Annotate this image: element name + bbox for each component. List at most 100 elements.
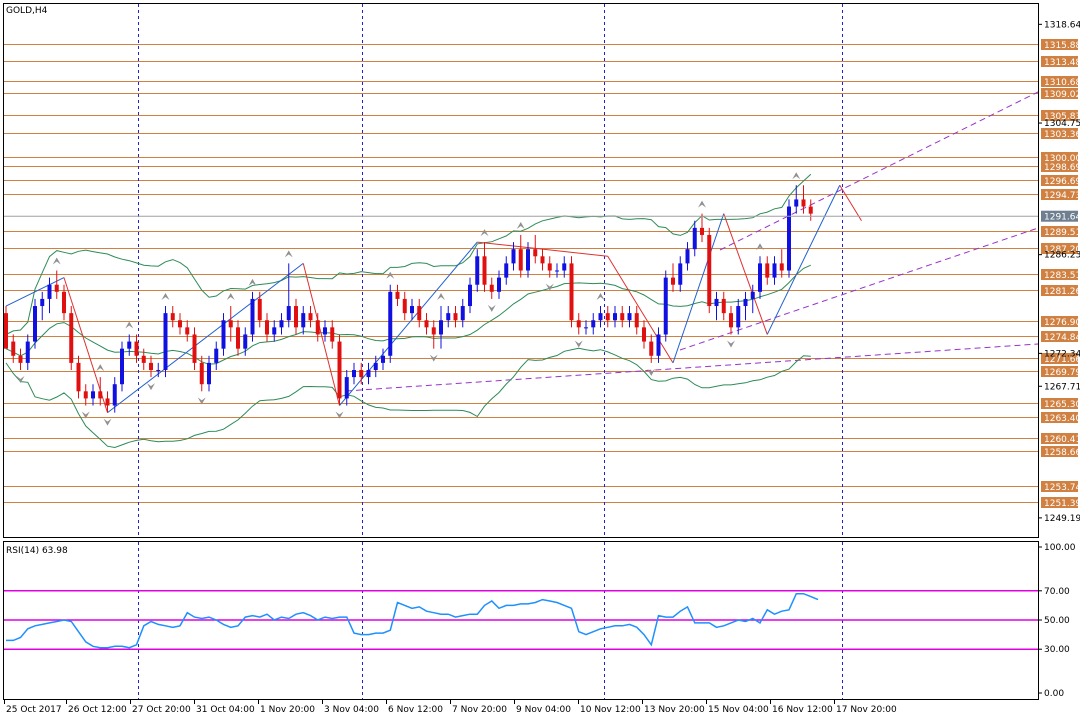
- candle-body: [402, 298, 407, 314]
- level-price-label: 1258.66: [1044, 448, 1080, 458]
- candle-body: [598, 313, 603, 321]
- candle-body: [91, 391, 95, 399]
- fractal-up-icon: [437, 293, 445, 301]
- candle-body: [729, 313, 733, 328]
- time-tick-label: 16 Nov 12:00: [772, 705, 833, 715]
- price-tick-label: 1267.71: [1044, 382, 1080, 392]
- candle-body: [250, 298, 255, 335]
- candle-body: [591, 320, 596, 328]
- candle-body: [627, 313, 632, 321]
- candle-body: [460, 306, 465, 321]
- rsi-axis: 100.00 70.00 50.00 30.00 0.00: [1038, 543, 1076, 699]
- level-price-label: 1300.00: [1044, 154, 1080, 164]
- fractal-up-icon: [386, 271, 395, 279]
- trend-lines: [345, 91, 1039, 392]
- candle-body: [257, 298, 262, 321]
- candle-body: [54, 284, 59, 292]
- level-price-tag: [1041, 285, 1078, 296]
- candle-body: [18, 355, 23, 363]
- level-price-tag: [1041, 412, 1078, 423]
- candle-body: [272, 327, 277, 335]
- time-tick-label: 26 Oct 12:00: [68, 705, 127, 715]
- level-price-tag: [1041, 269, 1078, 280]
- zigzag-segment: [607, 256, 674, 364]
- time-axis: 25 Oct 2017 26 Oct 12:00 27 Oct 20:00 31 Oc…: [4, 700, 897, 715]
- level-price-tag: [1041, 331, 1078, 342]
- level-price-label: 1269.79: [1044, 368, 1080, 378]
- candle-body: [395, 291, 400, 299]
- candle-body: [279, 320, 284, 328]
- fractal-down-icon: [16, 375, 25, 383]
- price-axis: 1318.64 1304.75 1286.23 1272.34 1267.71 1249.…: [4, 20, 1080, 524]
- candle-body: [511, 249, 516, 264]
- level-price-label: 1296.69: [1044, 177, 1080, 187]
- rsi-tick-label: 70.00: [1044, 587, 1070, 597]
- zigzag-segment: [339, 241, 478, 406]
- zigzag-segment: [107, 262, 304, 414]
- rsi-tick-label: 50.00: [1044, 616, 1070, 626]
- level-price-label: 1271.66: [1044, 355, 1080, 365]
- level-price-tag: [1041, 152, 1078, 163]
- level-price-label: 1253.74: [1044, 483, 1080, 493]
- candle-body: [330, 327, 335, 342]
- level-price-tag: [1041, 88, 1078, 99]
- candle-body: [83, 391, 88, 399]
- fractal-up-icon: [284, 250, 293, 258]
- level-price-label: 1251.39: [1044, 499, 1080, 509]
- candle-body: [605, 313, 610, 321]
- candle-body: [76, 362, 81, 392]
- candle-body: [685, 249, 690, 264]
- candle-body: [692, 227, 697, 250]
- candle-body: [323, 327, 327, 335]
- candle-body: [228, 320, 233, 328]
- candle-body: [555, 270, 559, 272]
- candle-body: [642, 327, 646, 342]
- fractal-up-icon: [596, 293, 605, 301]
- candle-body: [808, 206, 813, 214]
- candle-body: [178, 320, 182, 328]
- fractal-markers: [16, 172, 801, 426]
- candle-body: [410, 306, 414, 314]
- zigzag-segment: [766, 185, 841, 335]
- candle-body: [127, 341, 132, 349]
- level-price-label: 1281.26: [1044, 287, 1080, 297]
- trend-line: [345, 343, 1039, 392]
- fractal-down-icon: [103, 418, 112, 426]
- fractal-down-icon: [727, 340, 735, 348]
- time-tick-label: 15 Nov 04:00: [708, 705, 769, 715]
- level-price-label: 1294.73: [1044, 191, 1080, 201]
- level-price-label: 1305.83: [1044, 112, 1080, 122]
- candle-body: [779, 263, 784, 271]
- candle-body: [40, 298, 45, 307]
- zigzag-segment: [723, 213, 768, 335]
- level-price-tag: [1041, 128, 1078, 139]
- current-price-label: 1291.64: [1044, 213, 1080, 223]
- candle-body: [69, 313, 74, 363]
- price-tick-label: 1304.75: [1044, 119, 1080, 129]
- candle-body: [236, 327, 240, 349]
- candle-body: [344, 377, 349, 399]
- rsi-series-line: [6, 592, 819, 649]
- fractal-up-icon: [248, 278, 257, 286]
- level-price-tag: [1041, 398, 1078, 409]
- fractal-up-icon: [161, 293, 170, 301]
- level-price-label: 1263.40: [1044, 414, 1080, 424]
- candle-body: [120, 348, 124, 385]
- candle-body: [613, 313, 617, 321]
- fractal-up-icon: [52, 257, 61, 265]
- candle-body: [315, 320, 320, 335]
- fractal-down-icon: [545, 283, 554, 291]
- fractal-up-icon: [516, 221, 525, 229]
- candle-body: [765, 263, 770, 278]
- time-tick-label: 3 Nov 04:00: [324, 705, 379, 715]
- level-price-label: 1303.36: [1044, 130, 1080, 140]
- level-price-tag: [1041, 353, 1078, 364]
- price-tick-label: 1249.19: [1044, 514, 1080, 524]
- candle-body: [207, 362, 211, 385]
- candle-body: [656, 334, 661, 356]
- level-price-tag: [1041, 175, 1078, 186]
- fractal-down-icon: [429, 354, 438, 362]
- time-tick-label: 17 Nov 20:00: [836, 705, 897, 715]
- candle-body: [533, 249, 538, 257]
- level-price-tag: [1041, 189, 1078, 200]
